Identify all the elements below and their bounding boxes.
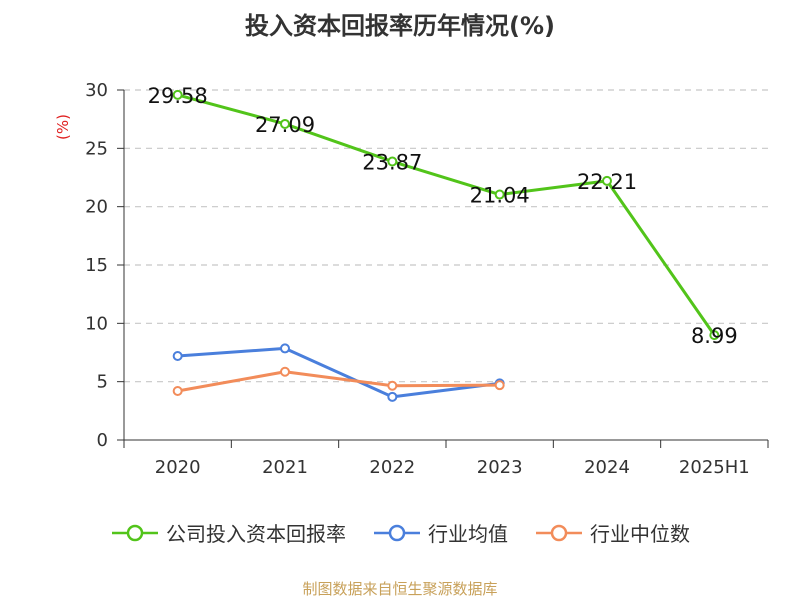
data-label: 21.04 xyxy=(470,184,530,208)
data-label: 27.09 xyxy=(255,113,315,137)
y-axis-label: (%) xyxy=(54,114,72,140)
legend-item-industry-mean[interactable]: 行业均值 xyxy=(372,518,508,547)
legend: 公司投入资本回报率 行业均值 行业中位数 xyxy=(0,518,800,547)
data-label: 29.58 xyxy=(148,84,208,108)
data-point-1 xyxy=(387,391,398,402)
source-note: 制图数据来自恒生聚源数据库 xyxy=(302,580,498,598)
axes: 0 5 10 15 20 25 30 2020 2021 2022 2023 2024 2025H1 xyxy=(85,80,769,478)
x-tick-label: 2025H1 xyxy=(679,457,750,478)
x-tick-label: 2020 xyxy=(155,457,201,478)
data-point-2 xyxy=(387,380,398,391)
x-tick-label: 2024 xyxy=(584,457,630,478)
data-point-2 xyxy=(494,380,505,391)
legend-item-industry-median[interactable]: 行业中位数 xyxy=(534,518,690,547)
data-point-1 xyxy=(172,351,183,361)
data-point-1 xyxy=(280,343,290,354)
legend-label-industry-mean: 行业均值 xyxy=(428,522,508,546)
legend-swatch-company xyxy=(112,524,158,541)
data-point-2 xyxy=(280,366,290,377)
y-tick-label: 0 xyxy=(97,430,108,451)
data-point-0 xyxy=(494,189,505,200)
data-label: 8.99 xyxy=(691,324,738,348)
series-lines xyxy=(172,89,720,402)
legend-item-company[interactable]: 公司投入资本回报率 xyxy=(110,518,346,547)
data-label: 23.87 xyxy=(362,151,422,175)
gridlines xyxy=(124,89,768,383)
data-point-0 xyxy=(709,330,720,341)
x-tick-label: 2021 xyxy=(262,457,308,478)
y-tick-label: 15 xyxy=(85,255,108,276)
data-point-0 xyxy=(387,156,398,167)
x-tick-label: 2022 xyxy=(369,457,415,478)
data-label: 22.21 xyxy=(577,170,637,194)
y-tick-label: 20 xyxy=(85,197,108,218)
data-point-0 xyxy=(602,175,612,186)
legend-label-industry-median: 行业中位数 xyxy=(590,522,690,546)
series-line-1 xyxy=(177,346,500,399)
data-point-2 xyxy=(172,386,183,396)
series-line-2 xyxy=(177,370,500,393)
x-tick-label: 2023 xyxy=(477,457,523,478)
series-line-0 xyxy=(177,93,716,336)
y-tick-label: 5 xyxy=(97,372,108,393)
y-tick-label: 25 xyxy=(85,138,108,159)
legend-swatch-industry-median xyxy=(536,524,582,541)
legend-label-company: 公司投入资本回报率 xyxy=(166,522,346,546)
chart-title: 投入资本回报率历年情况(%) xyxy=(245,12,555,40)
legend-swatch-industry-mean xyxy=(374,524,420,541)
data-point-0 xyxy=(172,89,183,100)
data-point-0 xyxy=(280,118,290,129)
y-tick-label: 10 xyxy=(85,313,108,334)
data-labels: 29.58 27.09 23.87 21.04 22.21 8.99 xyxy=(148,84,738,348)
y-tick-label: 30 xyxy=(85,80,108,101)
